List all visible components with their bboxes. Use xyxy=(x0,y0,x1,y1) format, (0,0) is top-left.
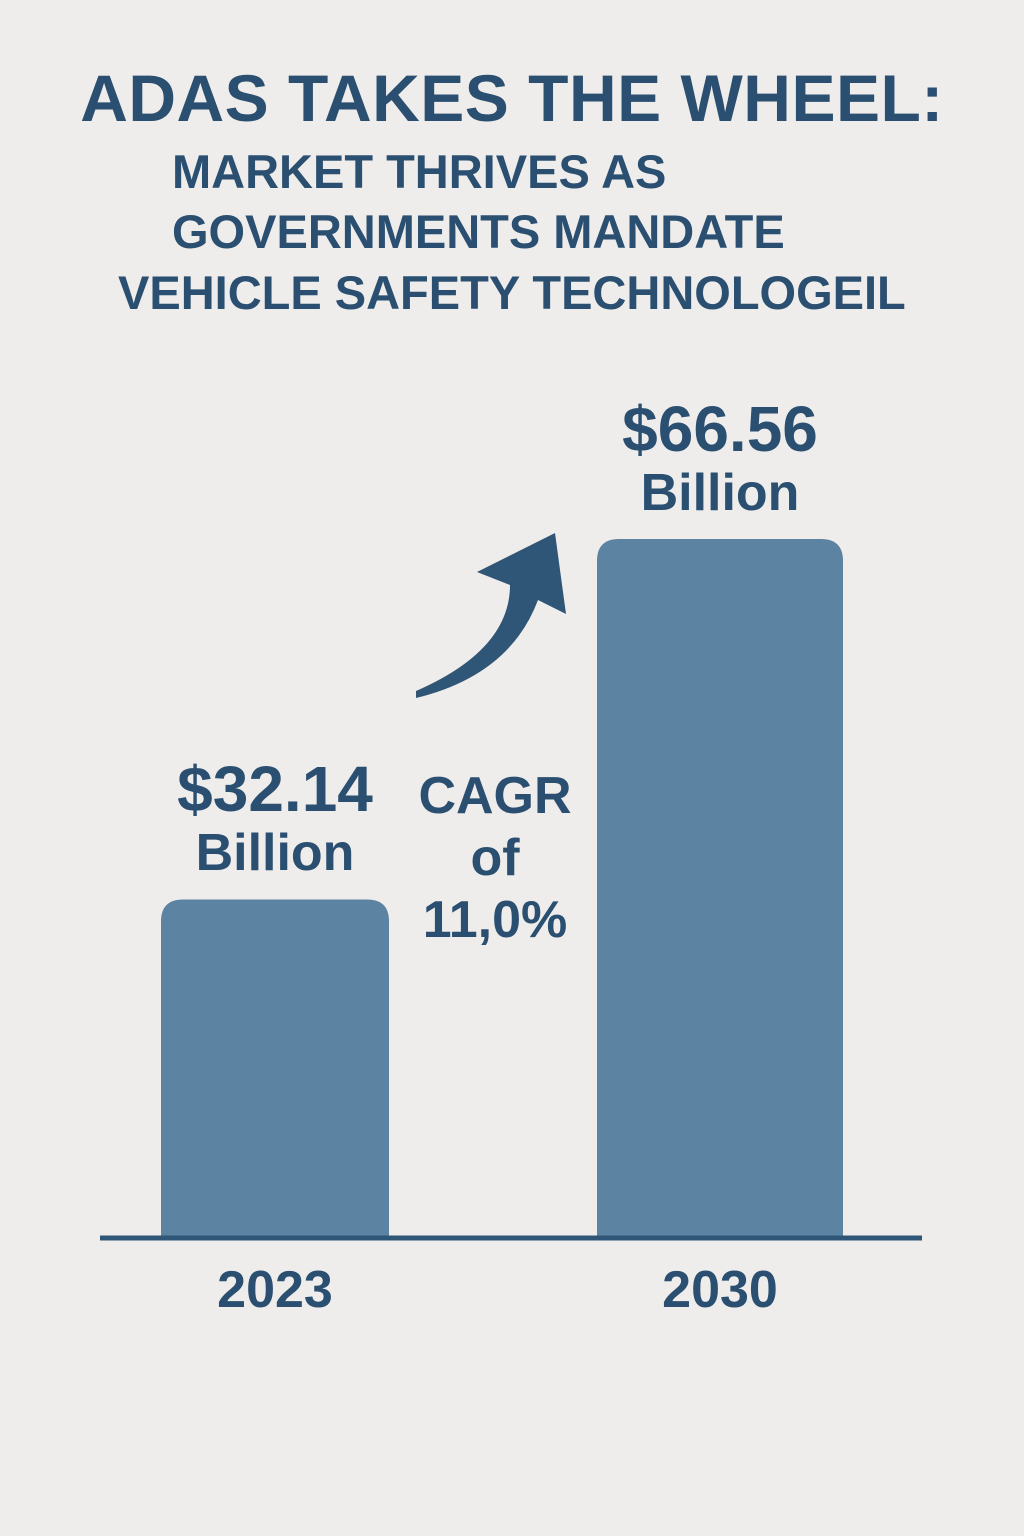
cagr-label: CAGR xyxy=(418,767,572,825)
subtitle-line-1: MARKET THRIVES AS xyxy=(172,145,667,198)
cagr-annotation: CAGR of 11,0% xyxy=(380,765,610,951)
cagr-connector: of xyxy=(470,829,520,887)
bar-2030 xyxy=(597,539,843,1236)
subtitle-line-2: GOVERNMENTS MANDATE xyxy=(172,205,785,258)
bar-value-amount: $32.14 xyxy=(177,753,373,826)
bar-value-unit: Billion xyxy=(195,824,355,883)
bar-value-label-2023: $32.14 Billion xyxy=(115,754,435,882)
growth-arrow-icon xyxy=(416,533,566,698)
subtitle-line-3: VEHICLE SAFETY TECHNOLOGEIL xyxy=(118,266,906,319)
bar-2023 xyxy=(161,899,389,1236)
bar-value-label-2030: $66.56 Billion xyxy=(560,394,880,522)
cagr-value: 11,0% xyxy=(422,891,568,949)
page-title: ADAS TAKES THE WHEEL: xyxy=(80,61,944,135)
bar-value-amount: $66.56 xyxy=(622,393,818,465)
x-tick-label-2030: 2030 xyxy=(662,1261,778,1319)
x-tick-label-2023: 2023 xyxy=(217,1261,333,1319)
bar-value-unit: Billion xyxy=(640,464,800,522)
